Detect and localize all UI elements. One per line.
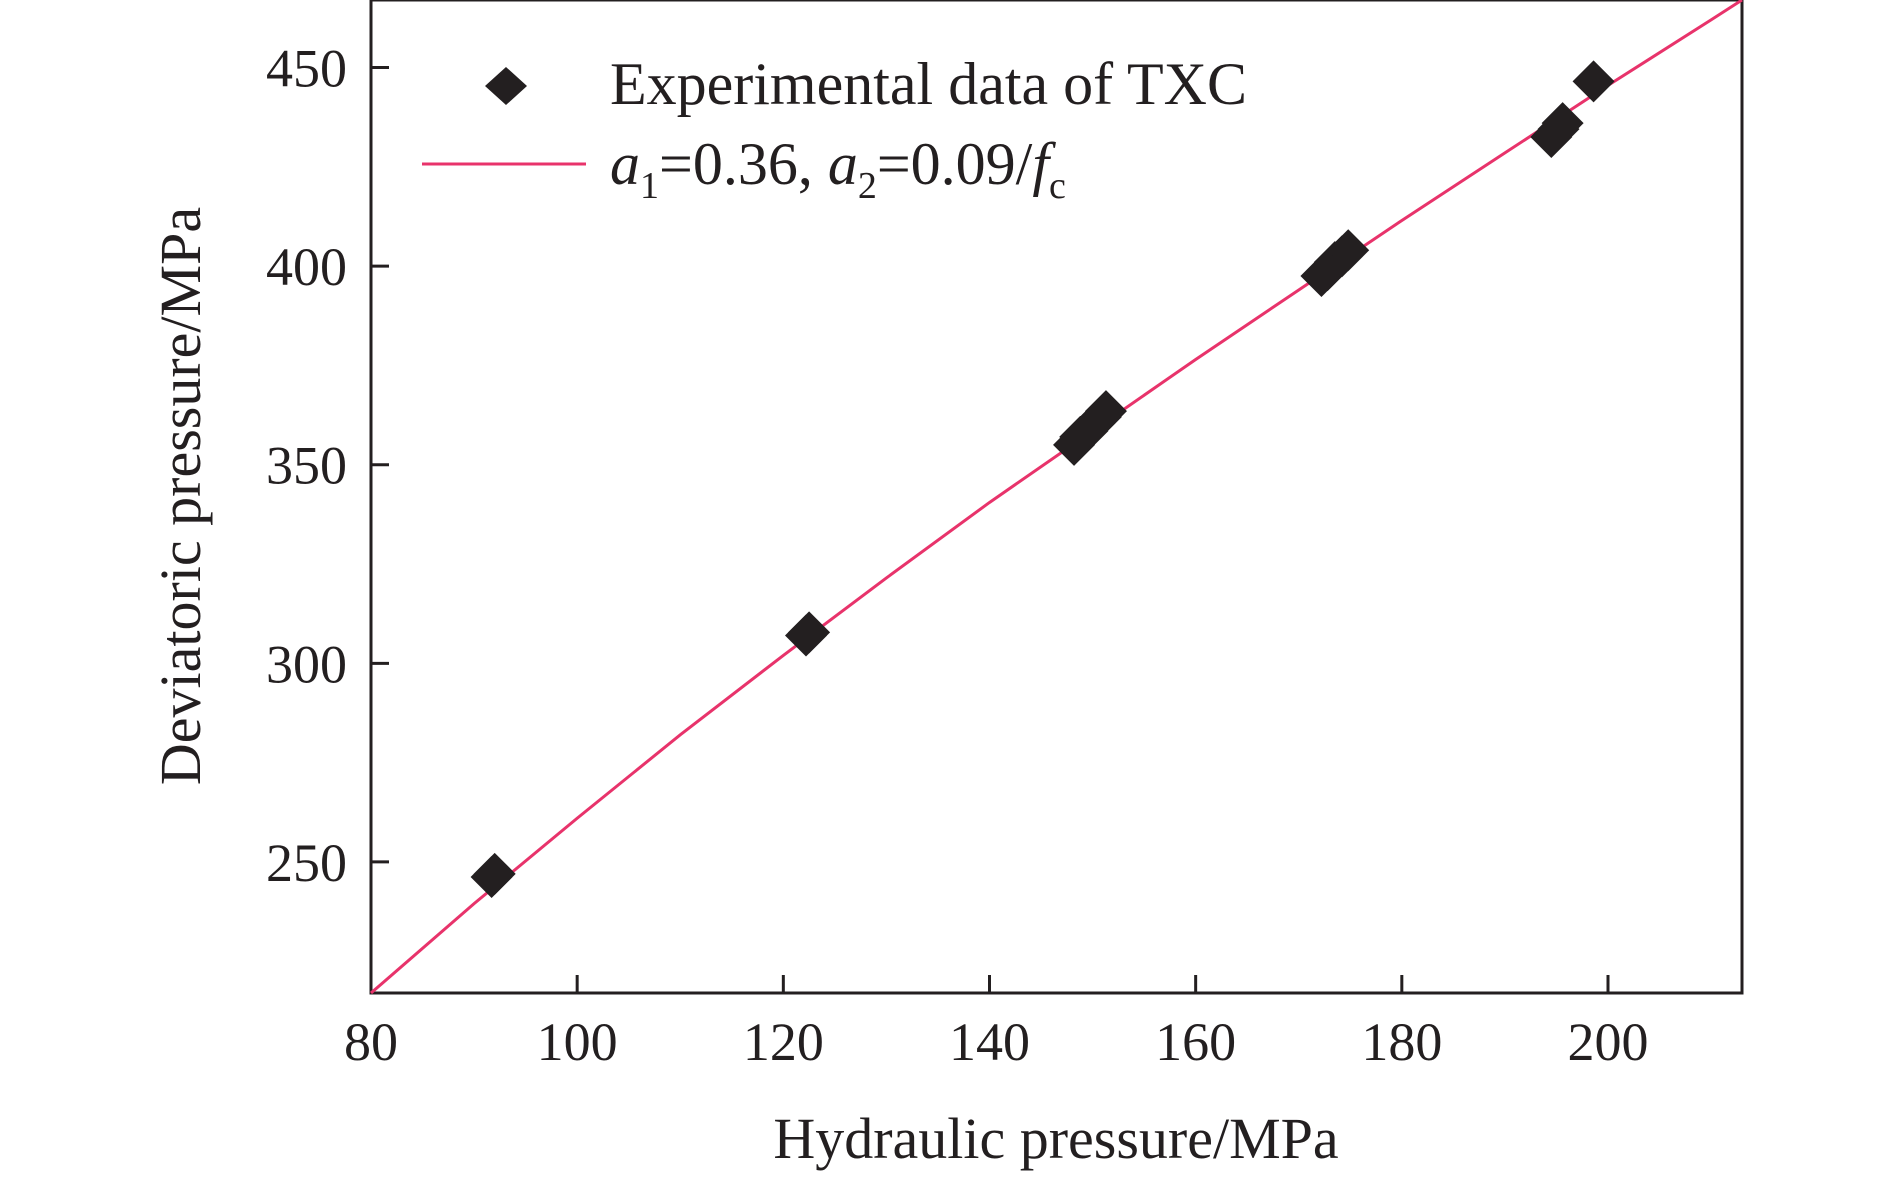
data-point	[473, 852, 516, 895]
legend: Experimental data of TXC a1=0.36, a2=0.0…	[422, 51, 1247, 207]
x-tick-label-160: 160	[1155, 1012, 1236, 1072]
y-axis-title: Deviatoric pressure/MPa	[148, 207, 213, 785]
x-axis-title: Hydraulic pressure/MPa	[773, 1106, 1338, 1171]
x-tick-label-200: 200	[1567, 1012, 1648, 1072]
legend-marker-diamond	[485, 67, 527, 105]
x-tick-label-100: 100	[537, 1012, 618, 1072]
data-point	[1572, 60, 1615, 103]
x-tick-label-180: 180	[1361, 1012, 1442, 1072]
plot-content	[370, 0, 1743, 995]
data-point	[1541, 102, 1584, 145]
x-axis: 80 100 120 140 160 180 200	[344, 975, 1648, 1072]
plot-frame	[369, 0, 1744, 995]
y-axis: 250 300 350 400 450	[266, 39, 389, 893]
data-point	[1084, 390, 1127, 433]
x-tick-label-120: 120	[743, 1012, 824, 1072]
x-tick-label-140: 140	[949, 1012, 1030, 1072]
data-point	[1327, 229, 1370, 272]
legend-label-experimental: Experimental data of TXC	[610, 51, 1247, 117]
y-tick-label-250: 250	[266, 833, 347, 893]
legend-label-fit: a1=0.36, a2=0.09/fc	[610, 131, 1066, 207]
y-tick-label-400: 400	[266, 237, 347, 297]
data-point	[788, 611, 831, 654]
y-tick-label-450: 450	[266, 39, 347, 99]
series-line-fit	[370, 0, 1743, 995]
series-points-experimental	[470, 60, 1615, 899]
y-tick-label-350: 350	[266, 436, 347, 496]
y-tick-label-300: 300	[266, 634, 347, 694]
x-tick-label-80: 80	[344, 1012, 398, 1072]
